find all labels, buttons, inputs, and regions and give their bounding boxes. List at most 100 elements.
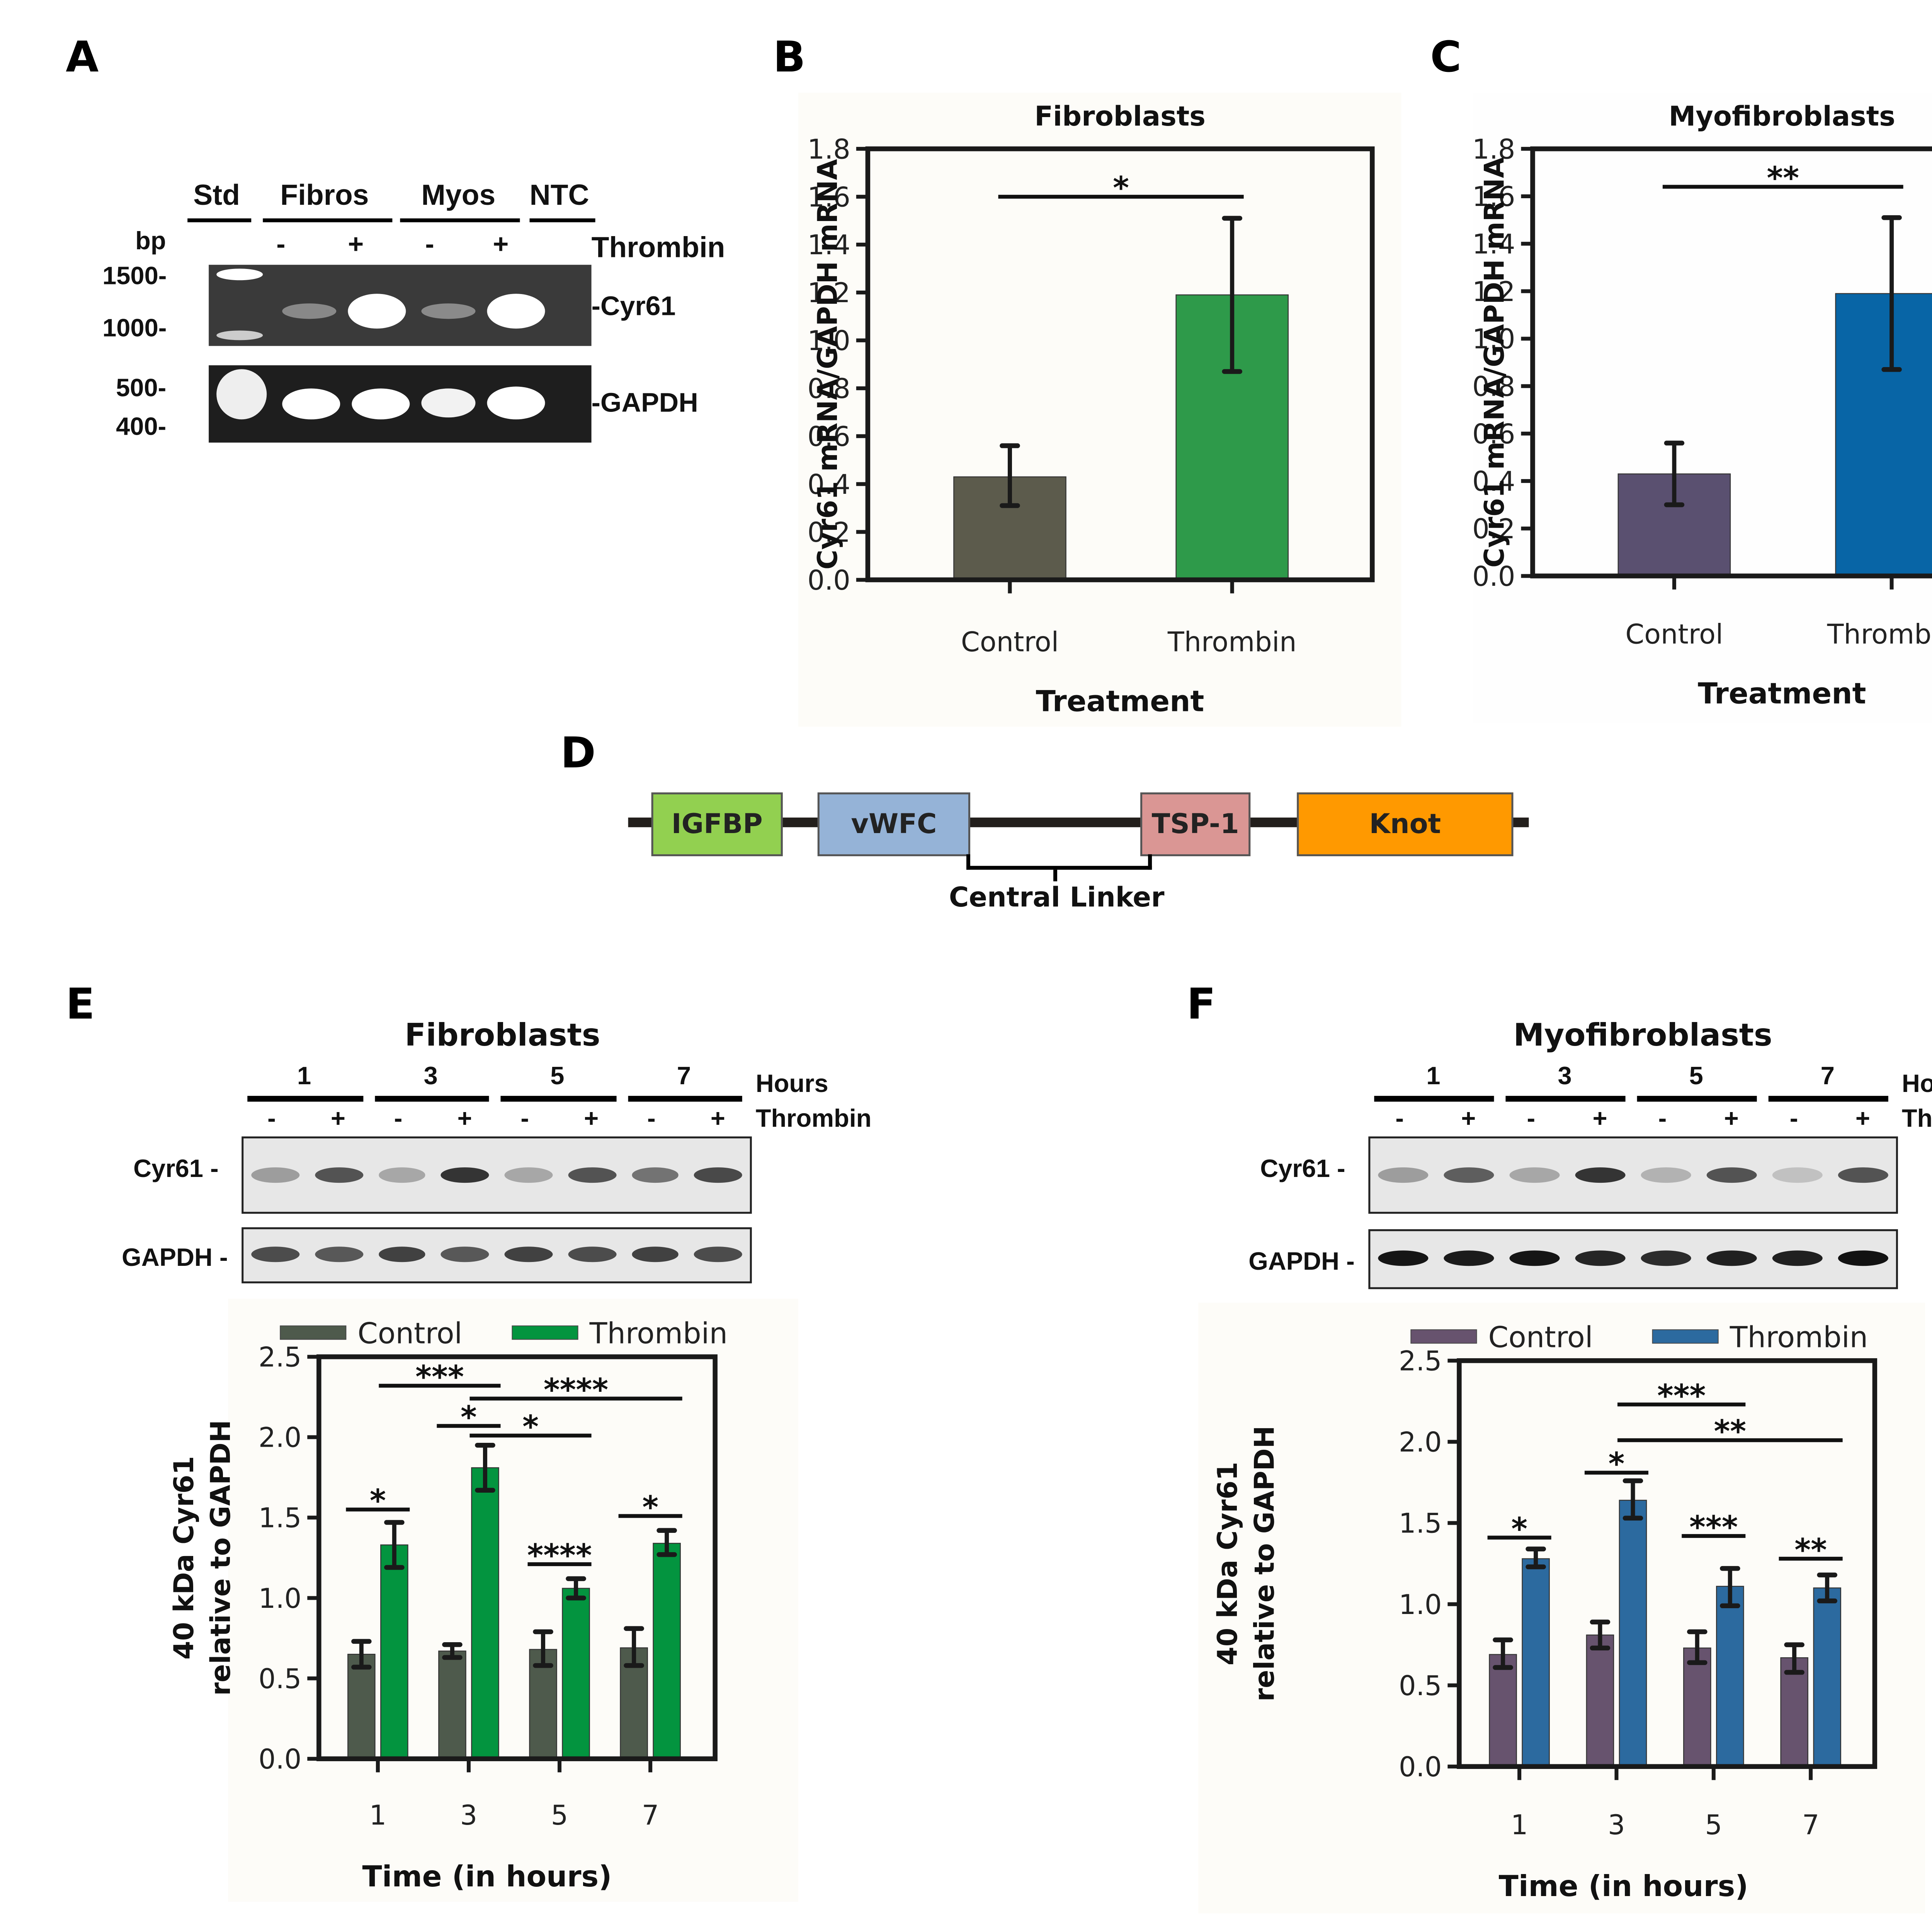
- protein-band: [1378, 1168, 1429, 1184]
- plot-frame: [1457, 1358, 1878, 1769]
- thrombin-sign: -: [1658, 1104, 1667, 1133]
- protein-band: [1575, 1250, 1626, 1266]
- chart-title: Myofibroblasts: [1669, 100, 1895, 132]
- marker-1500: 1500-: [102, 261, 167, 290]
- domain-tsp1: TSP-1: [1140, 792, 1251, 856]
- y-axis-label: relative to GAPDH: [1248, 1426, 1280, 1702]
- panel-e-title: Fibroblasts: [405, 1016, 600, 1054]
- blot-gapdh: [242, 1227, 752, 1284]
- x-tick-label: 3: [460, 1799, 478, 1831]
- hour-label: 3: [1558, 1061, 1572, 1090]
- x-axis-label: Treatment: [1698, 677, 1866, 711]
- protein-band: [251, 1168, 299, 1184]
- hour-group-underline: [1637, 1096, 1757, 1102]
- y-tick-label: 1.2: [807, 277, 850, 309]
- protein-band: [1444, 1250, 1494, 1266]
- y-tick-label: 2.0: [1399, 1427, 1442, 1458]
- bar: [1586, 1634, 1614, 1767]
- thrombin-sign: +: [1461, 1104, 1476, 1133]
- bar: [1813, 1587, 1841, 1767]
- y-tick-label: 0.5: [259, 1663, 301, 1695]
- gel-band: [216, 269, 263, 281]
- significance-stars: *: [1113, 170, 1129, 206]
- bar: [653, 1543, 681, 1759]
- y-tick-label: 1.0: [1399, 1589, 1442, 1621]
- gapdh-row-label: GAPDH -: [1248, 1246, 1355, 1275]
- x-tick-label: 7: [1802, 1809, 1820, 1841]
- domain-igfbp: IGFBP: [651, 792, 783, 856]
- bar: [1835, 293, 1932, 577]
- thrombin-sign: +: [1724, 1104, 1739, 1133]
- panel-f-title: Myofibroblasts: [1513, 1016, 1772, 1054]
- protein-band: [568, 1168, 616, 1184]
- y-tick-label: 1.5: [259, 1502, 301, 1534]
- significance-stars: ***: [415, 1359, 464, 1395]
- protein-band: [1641, 1168, 1691, 1184]
- marker-1000: 1000-: [102, 313, 167, 342]
- lane-group-fibros: Fibros: [280, 180, 369, 213]
- gel-band: [216, 330, 263, 340]
- significance-stars: **: [1794, 1532, 1827, 1568]
- protein-band: [1509, 1168, 1560, 1184]
- chart-title: Fibroblasts: [1034, 100, 1206, 132]
- y-tick-label: 1.4: [807, 229, 850, 261]
- x-tick-label: 3: [1608, 1809, 1625, 1841]
- y-tick-label: 0.8: [807, 373, 850, 405]
- gel-gapdh: [209, 365, 592, 443]
- y-tick-label: 1.8: [807, 133, 850, 165]
- y-tick-label: 0.5: [1399, 1670, 1442, 1702]
- hours-label: Hours: [755, 1069, 828, 1098]
- significance-stars: *: [1511, 1511, 1527, 1547]
- lane-group-myos: Myos: [421, 180, 496, 213]
- protein-band: [504, 1168, 553, 1184]
- protein-band: [1641, 1250, 1691, 1266]
- significance-stars: **: [1767, 160, 1799, 196]
- y-tick-label: 1.8: [1472, 133, 1515, 165]
- x-tick-label: 5: [1705, 1809, 1723, 1841]
- significance-stars: ****: [527, 1537, 592, 1573]
- legend-swatch: [280, 1325, 347, 1340]
- chart-f: 0.00.51.01.52.02.51 3 5 7************Contro…: [1212, 1320, 1878, 1903]
- legend-label: Thrombin: [589, 1316, 728, 1350]
- x-tick-label: 1: [1511, 1809, 1528, 1841]
- y-axis-label: relative to GAPDH: [205, 1420, 236, 1696]
- gel-band: [352, 388, 410, 420]
- y-tick-label: 1.0: [259, 1583, 301, 1614]
- bar: [562, 1588, 590, 1759]
- hour-label: 5: [1689, 1061, 1703, 1090]
- thrombin-sign: -: [520, 1104, 529, 1133]
- protein-band: [568, 1247, 616, 1263]
- y-tick-label: 2.0: [259, 1422, 301, 1454]
- significance-stars: **: [1714, 1413, 1746, 1449]
- gel-cyr61: [209, 265, 592, 346]
- lane-group-underline: [400, 218, 520, 223]
- hour-group-underline: [247, 1096, 362, 1102]
- significance-stars: *: [522, 1409, 539, 1445]
- panel-label-e: E: [66, 981, 95, 1031]
- y-tick-label: 1.5: [1399, 1508, 1442, 1539]
- thrombin-sign: +: [493, 228, 509, 259]
- panel-label-a: A: [66, 35, 99, 83]
- legend-label: Thrombin: [1730, 1320, 1868, 1354]
- y-tick-label: 2.5: [1399, 1345, 1442, 1377]
- marker-500: 500-: [116, 373, 167, 402]
- protein-band: [631, 1247, 679, 1263]
- y-tick-label: 1.6: [807, 181, 850, 213]
- protein-band: [441, 1247, 489, 1263]
- blot-gapdh: [1368, 1229, 1898, 1289]
- protein-band: [1838, 1250, 1888, 1266]
- gel-band: [282, 388, 340, 420]
- hour-group-underline: [1505, 1096, 1626, 1102]
- thrombin-sign: +: [1855, 1104, 1870, 1133]
- lane-group-underline: [263, 218, 393, 223]
- panel-label-c: C: [1430, 35, 1462, 83]
- panel-label-d: D: [560, 730, 596, 779]
- bar: [380, 1544, 408, 1759]
- thrombin-sign: -: [394, 1104, 403, 1133]
- thrombin-sign: -: [267, 1104, 276, 1133]
- thrombin-label: Thrombin: [755, 1104, 872, 1133]
- y-axis-label: Cyr61 mRNA/GAPDH mRNA: [812, 159, 844, 570]
- plot-frame: [316, 1354, 718, 1761]
- y-tick-label: 1.0: [807, 325, 850, 357]
- y-tick-label: 0.0: [1399, 1751, 1442, 1783]
